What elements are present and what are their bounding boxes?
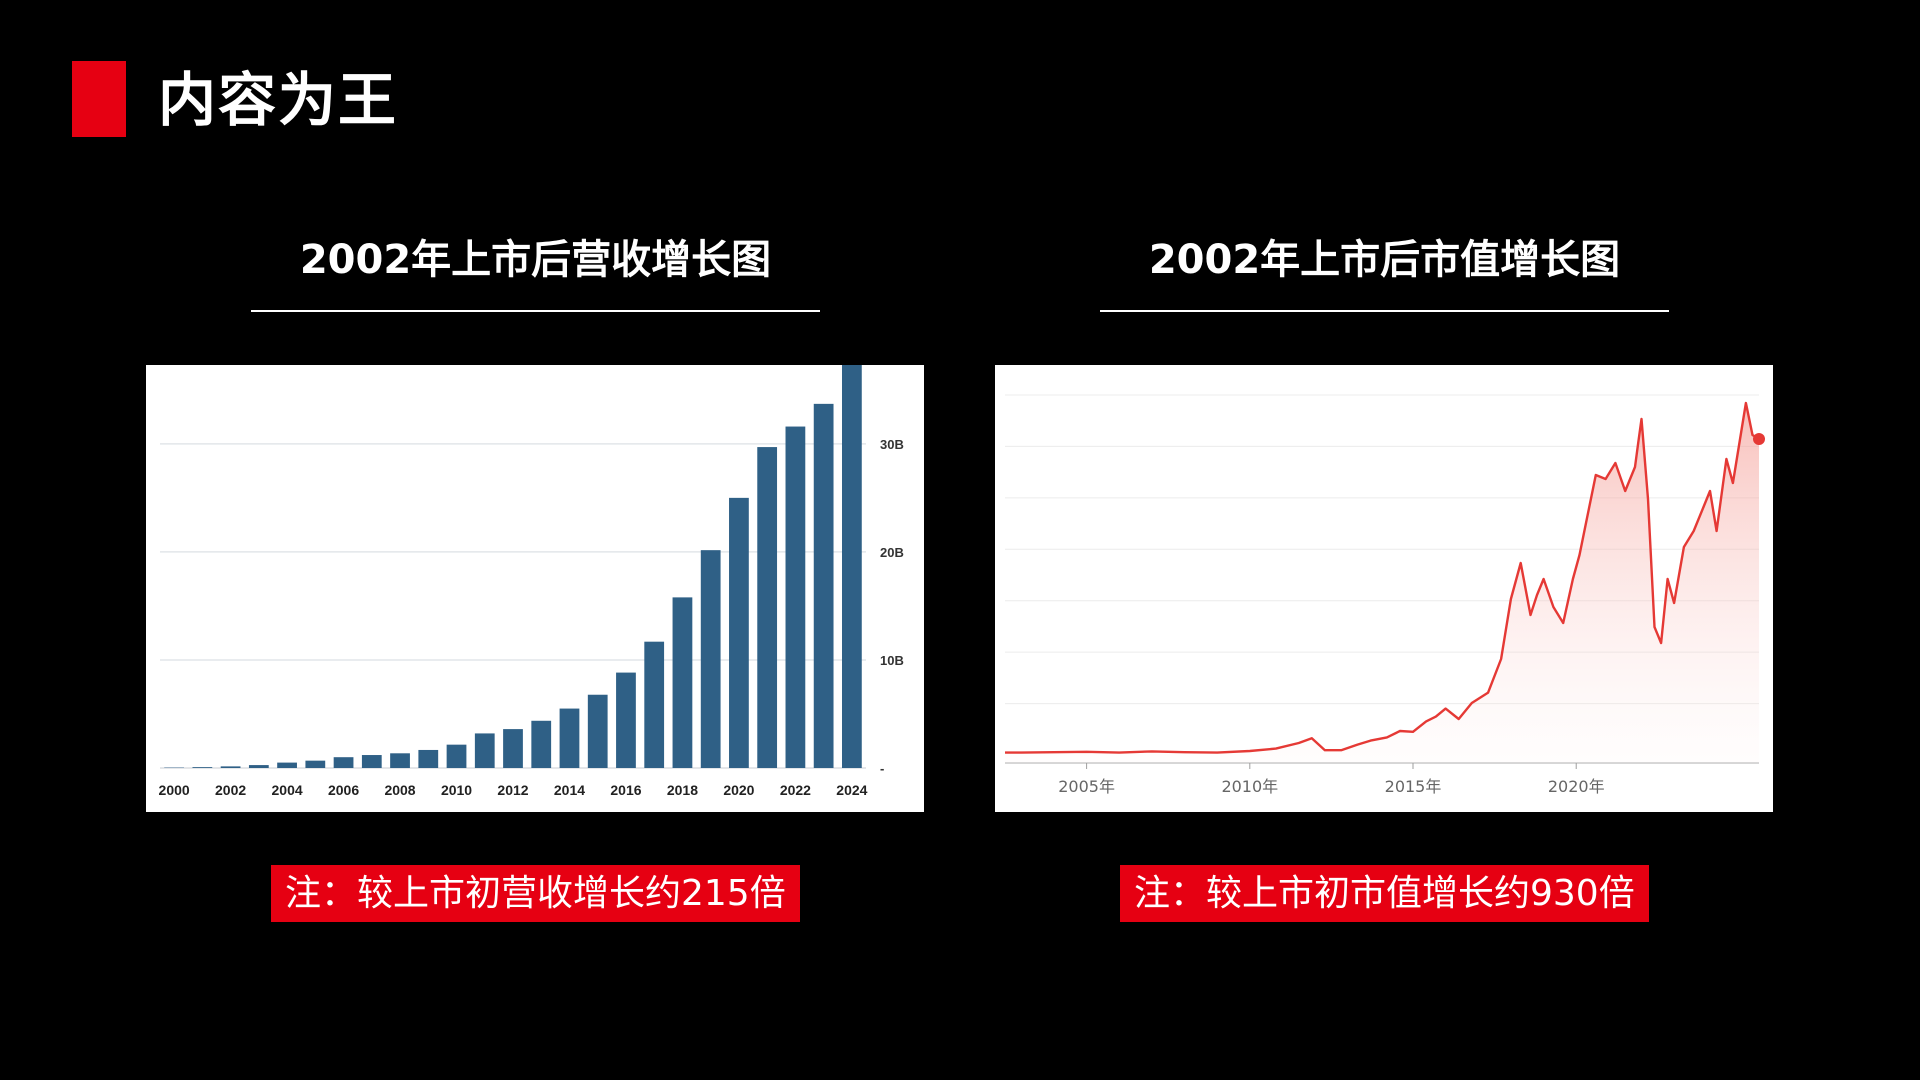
market-cap-growth-note: 注：较上市初市值增长约930倍 — [1120, 865, 1649, 922]
revenue-x-tick-label: 2012 — [497, 782, 528, 798]
revenue-bar — [361, 755, 382, 768]
market-cap-title-divider — [1100, 310, 1669, 312]
revenue-bar — [672, 597, 693, 768]
revenue-bar — [474, 733, 495, 768]
revenue-x-tick-label: 2008 — [384, 782, 415, 798]
revenue-x-tick-label: 2014 — [554, 782, 585, 798]
revenue-x-tick-label: 2002 — [215, 782, 246, 798]
revenue-y-tick-label: 30B — [880, 437, 904, 452]
revenue-y-tick-label: - — [880, 761, 884, 776]
revenue-bar — [333, 757, 354, 768]
revenue-bar — [757, 447, 778, 768]
market-cap-x-tick-label: 2010年 — [1221, 777, 1278, 796]
revenue-bar — [277, 762, 297, 768]
revenue-bar — [559, 708, 580, 768]
revenue-y-tick-label: 10B — [880, 653, 904, 668]
revenue-bar — [729, 497, 749, 768]
market-cap-chart-panel: 2005年 2010年 2015年 2020年 — [995, 365, 1773, 812]
revenue-bar — [248, 765, 269, 768]
revenue-chart-title: 2002年上市后营收增长图 — [299, 237, 772, 283]
title-accent-block — [72, 61, 126, 137]
market-cap-chart-title: 2002年上市后市值增长图 — [1148, 237, 1621, 283]
revenue-bar — [446, 744, 467, 768]
revenue-x-tick-label: 2022 — [780, 782, 811, 798]
revenue-bar — [192, 767, 213, 768]
revenue-bar — [700, 550, 721, 768]
revenue-bar — [503, 729, 523, 768]
revenue-y-tick-label: 20B — [880, 545, 904, 560]
revenue-bar — [841, 365, 862, 768]
market-cap-x-tick-label: 2020年 — [1548, 777, 1605, 796]
revenue-x-tick-label: 2006 — [328, 782, 359, 798]
revenue-x-tick-label: 2004 — [272, 782, 303, 798]
market-cap-line — [1005, 401, 1760, 754]
market-cap-x-tick-label: 2015年 — [1385, 777, 1442, 796]
revenue-x-tick-label: 2020 — [723, 782, 754, 798]
revenue-bar — [813, 403, 834, 768]
market-cap-x-tick-label: 2005年 — [1058, 777, 1115, 796]
revenue-title-divider — [251, 310, 820, 312]
revenue-bar — [220, 766, 241, 768]
revenue-bar — [644, 641, 665, 768]
revenue-chart-panel: - 10B 20B 30B 2000 2002 2004 2006 2008 2010 2012 20… — [146, 365, 924, 812]
revenue-bar — [418, 749, 439, 768]
revenue-x-tick-label: 2010 — [441, 782, 472, 798]
page-title: 内容为王 — [158, 66, 399, 134]
revenue-x-tick-label: 2000 — [159, 782, 190, 798]
market-cap-end-marker — [1753, 433, 1765, 445]
revenue-bar-chart: - 10B 20B 30B 2000 2002 2004 2006 2008 2010 2012 20… — [159, 365, 904, 798]
revenue-bar — [305, 760, 326, 768]
revenue-x-tick-label: 2018 — [667, 782, 698, 798]
revenue-x-tick-label: 2016 — [610, 782, 641, 798]
revenue-bar — [616, 672, 636, 768]
revenue-growth-note: 注：较上市初营收增长约215倍 — [271, 865, 800, 922]
market-cap-area-fill — [1005, 403, 1759, 763]
revenue-bar — [785, 426, 806, 768]
revenue-bar — [587, 694, 608, 768]
revenue-bar — [531, 720, 552, 768]
revenue-bar — [390, 753, 410, 768]
revenue-x-tick-label: 2024 — [836, 782, 867, 798]
market-cap-area-chart: 2005年 2010年 2015年 2020年 — [1005, 394, 1765, 796]
